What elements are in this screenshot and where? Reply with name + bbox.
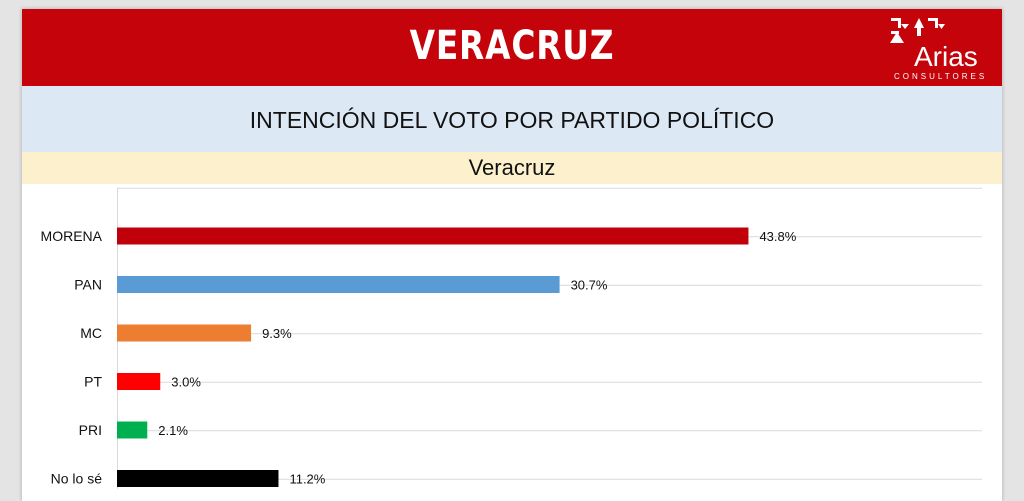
page-title: VERACRUZ <box>409 23 615 69</box>
value-label: 30.7% <box>571 278 608 293</box>
value-label: 2.1% <box>158 423 188 438</box>
category-label: MORENA <box>41 228 103 244</box>
bar-pt <box>117 373 161 390</box>
category-label: PAN <box>74 277 102 293</box>
bar-chart-canvas: MORENA 43.8% PAN 30.7% MC 9.3% PT 3.0% PRI 2.1% No… <box>41 187 982 489</box>
value-label: 3.0% <box>171 375 201 390</box>
logo-wordmark: Arias <box>914 41 978 72</box>
header-bar: VERACRUZ Arias CONSULTORES <box>22 9 1002 86</box>
chart-subtitle: Veracruz <box>468 155 556 180</box>
logo-subtitle: CONSULTORES <box>894 72 988 81</box>
bar-no-lo-s- <box>117 470 279 487</box>
region-band: Veracruz <box>22 152 1002 184</box>
chart-title: INTENCIÓN DEL VOTO POR PARTIDO POLÍTICO <box>249 107 775 133</box>
value-label: 11.2% <box>289 472 325 487</box>
bar-mc <box>117 324 252 342</box>
slide: VERACRUZ Arias CONSULTORES <box>22 9 1002 501</box>
category-label: PRI <box>79 422 102 438</box>
category-label: No lo sé <box>51 471 103 487</box>
brand-logo: Arias CONSULTORES <box>888 17 998 81</box>
category-label: MC <box>80 325 102 341</box>
bar-chart: MORENA 43.8% PAN 30.7% MC 9.3% PT 3.0% PRI 2.1% No… <box>22 184 1002 501</box>
chart-title-band: INTENCIÓN DEL VOTO POR PARTIDO POLÍTICO <box>22 86 1002 152</box>
bar-morena <box>117 227 749 245</box>
value-label: 9.3% <box>262 326 292 341</box>
value-label: 43.8% <box>759 229 796 244</box>
bar-pan <box>117 276 560 293</box>
category-label: PT <box>84 374 102 390</box>
arias-logo-icon <box>890 18 945 43</box>
bar-pri <box>117 421 148 439</box>
